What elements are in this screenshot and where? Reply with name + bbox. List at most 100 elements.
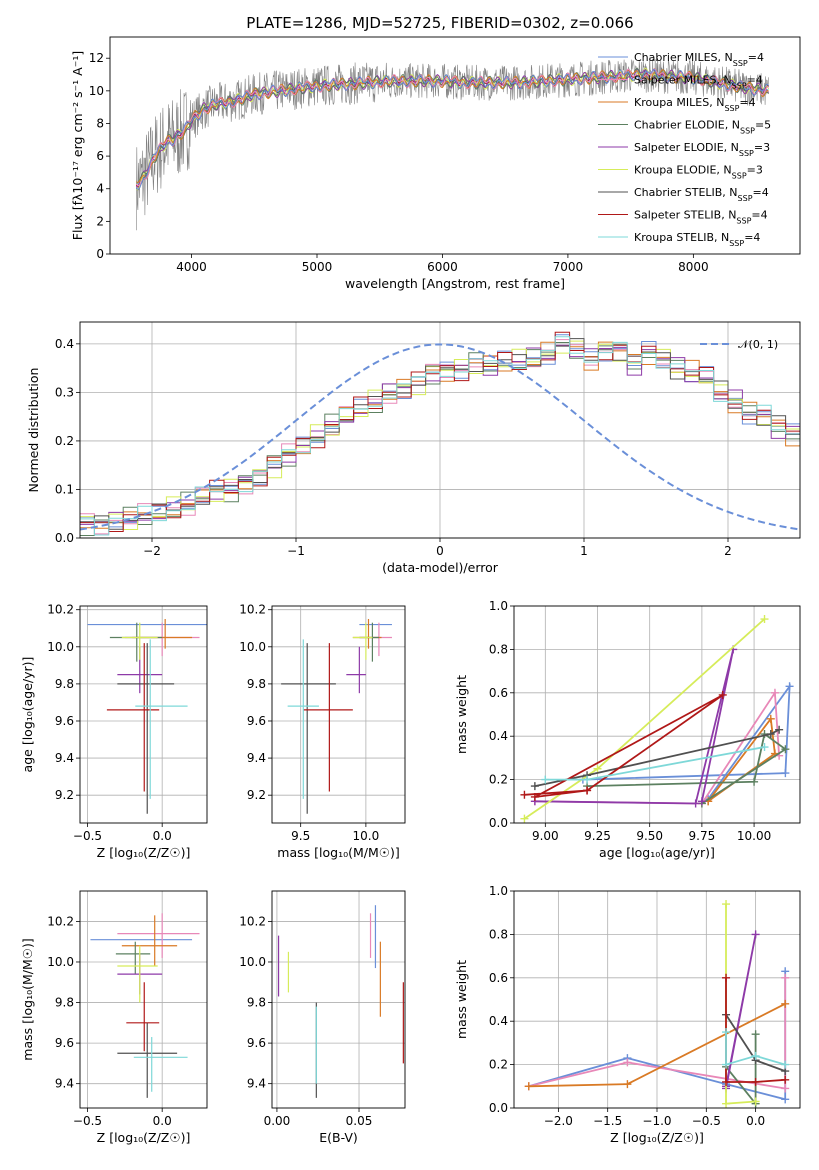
y-tick-label: 10.0 (239, 640, 266, 654)
x-tick-label: −1 (287, 544, 305, 558)
errorbar-point (359, 622, 379, 662)
weight-marker (760, 743, 769, 752)
data-spectrum-line (136, 57, 769, 231)
weight-marker (623, 1080, 632, 1089)
y-tick-label: 9.2 (247, 788, 266, 802)
errorbar-point (352, 618, 382, 649)
x-tick-label: −1.0 (642, 1114, 671, 1128)
weight-series-line (725, 934, 757, 1089)
y-tick-label: 0.1 (55, 482, 74, 496)
weight-marker (766, 730, 775, 739)
y-tick-label: 0.2 (489, 1058, 508, 1072)
x-axis-label: Z [log₁₀(Z/Z☉)] (610, 1130, 704, 1145)
weight-marker (541, 775, 550, 784)
x-axis-label: wavelength [Angstrom, rest frame] (345, 276, 565, 291)
x-tick-label: 5000 (302, 260, 333, 274)
model-spectrum-line (135, 68, 769, 190)
y-tick-label: 9.2 (55, 788, 74, 802)
errorbar-point (124, 622, 200, 657)
y-tick-label: 0.8 (489, 642, 508, 656)
plot-area (135, 57, 770, 231)
weight-marker (775, 725, 784, 734)
plots: 4000 5000 6000 7000 8000024681012wavelength … (20, 36, 801, 1145)
legend-label: Chabrier STELIB, NSSP=4 (634, 186, 769, 203)
weight-marker (750, 777, 759, 786)
x-tick-label: 9.5 (291, 829, 310, 843)
weight-marker (751, 1077, 760, 1086)
y-tick-label: 9.4 (247, 751, 266, 765)
y-tick-label: 0.2 (55, 434, 74, 448)
errorbar-point (115, 941, 151, 975)
chart-spectrum: 4000 5000 6000 7000 8000 0 2 4 6 8 10 12 wavelength … (70, 36, 801, 291)
weight-marker (583, 775, 592, 784)
y-tick-label: 0.0 (489, 816, 508, 830)
y-tick-label: 10 (89, 84, 104, 98)
y-axis-label: age [log₁₀(age/yr)] (20, 657, 35, 773)
chart-weight-vs-age: 9.00 9.25 9.50 9.75 10.00 0.0 0.2 0.4 0.6 0.8 1.0 a… (454, 599, 801, 860)
weight-marker (722, 1099, 731, 1108)
x-tick-label: 9.25 (584, 829, 611, 843)
y-tick-label: 0.4 (55, 337, 74, 351)
y-tick-label: 9.8 (55, 996, 74, 1010)
axes-frame (271, 890, 406, 1109)
y-axis-label: mass [log₁₀(M/M☉)] (20, 938, 35, 1060)
residual-histogram (80, 336, 800, 536)
weight-marker (781, 1075, 790, 1084)
errorbar-point (133, 1037, 188, 1092)
x-tick-label: 0.05 (346, 1114, 373, 1128)
errorbar-point (121, 915, 178, 967)
y-tick-label: 9.6 (55, 1036, 74, 1050)
weight-marker (530, 782, 539, 791)
weight-marker (766, 714, 775, 723)
figure-title: PLATE=1286, MJD=52725, FIBERID=0302, z=0… (246, 14, 633, 32)
plot-area (90, 913, 200, 1098)
x-axis-label: (data-model)/error (382, 560, 499, 575)
errorbar-point (352, 622, 373, 660)
y-tick-label: 0.6 (489, 686, 508, 700)
weight-series-line (534, 649, 735, 805)
axes-frame (79, 890, 208, 1109)
plot-area (87, 618, 207, 814)
errorbar-point (346, 646, 366, 694)
x-tick-label: 0.0 (153, 1114, 172, 1128)
chart-age-vs-mass: 9.5 10.0 9.2 9.4 9.6 9.8 10.0 10.2 mass [log₁₀(M… (239, 603, 406, 860)
axes-frame (79, 605, 208, 824)
y-tick-label: 10.2 (239, 603, 266, 617)
y-tick-label: 9.4 (55, 751, 74, 765)
chart-mass-vs-Z: −0.5 0.0 9.4 9.6 9.8 10.0 10.2 Z [log₁₀(Z/Z☉)] m… (20, 890, 208, 1145)
x-tick-label: 2 (724, 544, 732, 558)
chart-mass-vs-EBV: 0.00 0.05 9.4 9.6 9.8 10.0 10.2 E(B-V) (239, 890, 406, 1145)
weight-marker (781, 1084, 790, 1093)
weight-series-line (528, 977, 787, 1090)
errorbar-point (121, 622, 158, 660)
legend-label: Salpeter MILES, NSSP=4 (634, 74, 763, 91)
y-tick-label: 0.4 (489, 729, 508, 743)
weight-marker (520, 790, 529, 799)
plot-area (277, 905, 404, 1098)
y-tick-label: 10.2 (47, 603, 74, 617)
y-tick-label: 9.6 (55, 714, 74, 728)
errorbar-point (117, 1022, 178, 1098)
x-tick-label: 10.0 (353, 829, 380, 843)
weight-marker (530, 792, 539, 801)
errorbar-point (135, 639, 188, 799)
x-axis-label: mass [log₁₀(M/M☉)] (277, 845, 399, 860)
weight-series-line (725, 1032, 786, 1066)
residual-histogram (80, 344, 800, 525)
axes-frame (513, 605, 801, 824)
y-tick-label: 10.0 (47, 955, 74, 969)
legend-label: Salpeter ELODIE, NSSP=3 (634, 141, 770, 158)
x-tick-label: 0.00 (264, 1114, 291, 1128)
plot-area (520, 615, 794, 823)
plot-area (281, 618, 392, 814)
legend-label: Salpeter STELIB, NSSP=4 (634, 209, 768, 226)
x-axis-label: E(B-V) (319, 1130, 358, 1145)
errorbar-point (117, 913, 200, 958)
y-tick-label: 10.0 (239, 955, 266, 969)
model-spectrum-line (135, 69, 769, 184)
errorbar-point (109, 622, 163, 662)
x-tick-label: −1.5 (593, 1114, 622, 1128)
weight-marker (722, 973, 731, 982)
weight-marker (593, 764, 602, 773)
